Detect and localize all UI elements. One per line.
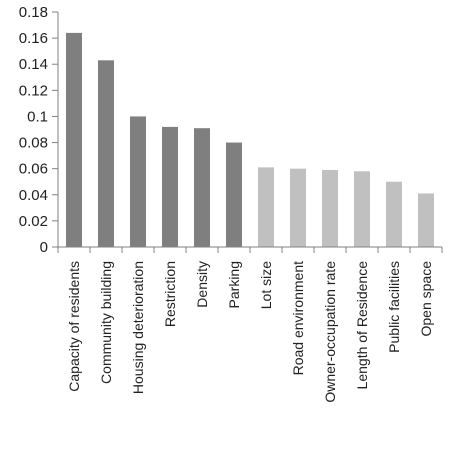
bar-1 xyxy=(98,60,114,247)
bar-3 xyxy=(162,126,178,247)
y-tick-label-6: 0.12 xyxy=(19,82,48,99)
y-tick-label-3: 0.06 xyxy=(19,161,48,178)
y-tick-label-2: 0.04 xyxy=(19,187,48,204)
category-label-7: Road environment xyxy=(290,261,306,376)
category-label-0: Capacity of residents xyxy=(66,261,82,392)
y-tick-label-1: 0.02 xyxy=(19,213,48,230)
bar-2 xyxy=(130,116,146,247)
category-label-3: Restriction xyxy=(162,261,178,327)
y-tick-label-8: 0.16 xyxy=(19,30,48,47)
bar-0 xyxy=(66,32,82,248)
category-label-1: Community building xyxy=(98,261,114,384)
bar-9 xyxy=(354,171,370,247)
bar-11 xyxy=(418,193,434,247)
bar-8 xyxy=(322,169,338,247)
bar-4 xyxy=(194,128,210,247)
bar-5 xyxy=(226,142,242,247)
y-tick-label-7: 0.14 xyxy=(19,56,48,73)
category-label-8: Owner-occupation rate xyxy=(322,261,338,403)
bar-7 xyxy=(290,168,306,247)
y-tick-label-0: 0 xyxy=(40,239,48,256)
category-label-6: Lot size xyxy=(258,261,274,309)
category-label-9: Length of Residence xyxy=(354,261,370,390)
bar-6 xyxy=(258,167,274,247)
y-tick-label-5: 0.1 xyxy=(27,108,48,125)
category-label-2: Housing deterioration xyxy=(130,261,146,394)
category-label-11: Open space xyxy=(418,261,434,337)
category-label-10: Public facilities xyxy=(386,261,402,353)
category-label-4: Density xyxy=(194,261,210,308)
bar-10 xyxy=(386,181,402,247)
y-tick-label-9: 0.18 xyxy=(19,4,48,21)
category-label-5: Parking xyxy=(226,261,242,308)
y-tick-label-4: 0.08 xyxy=(19,135,48,152)
